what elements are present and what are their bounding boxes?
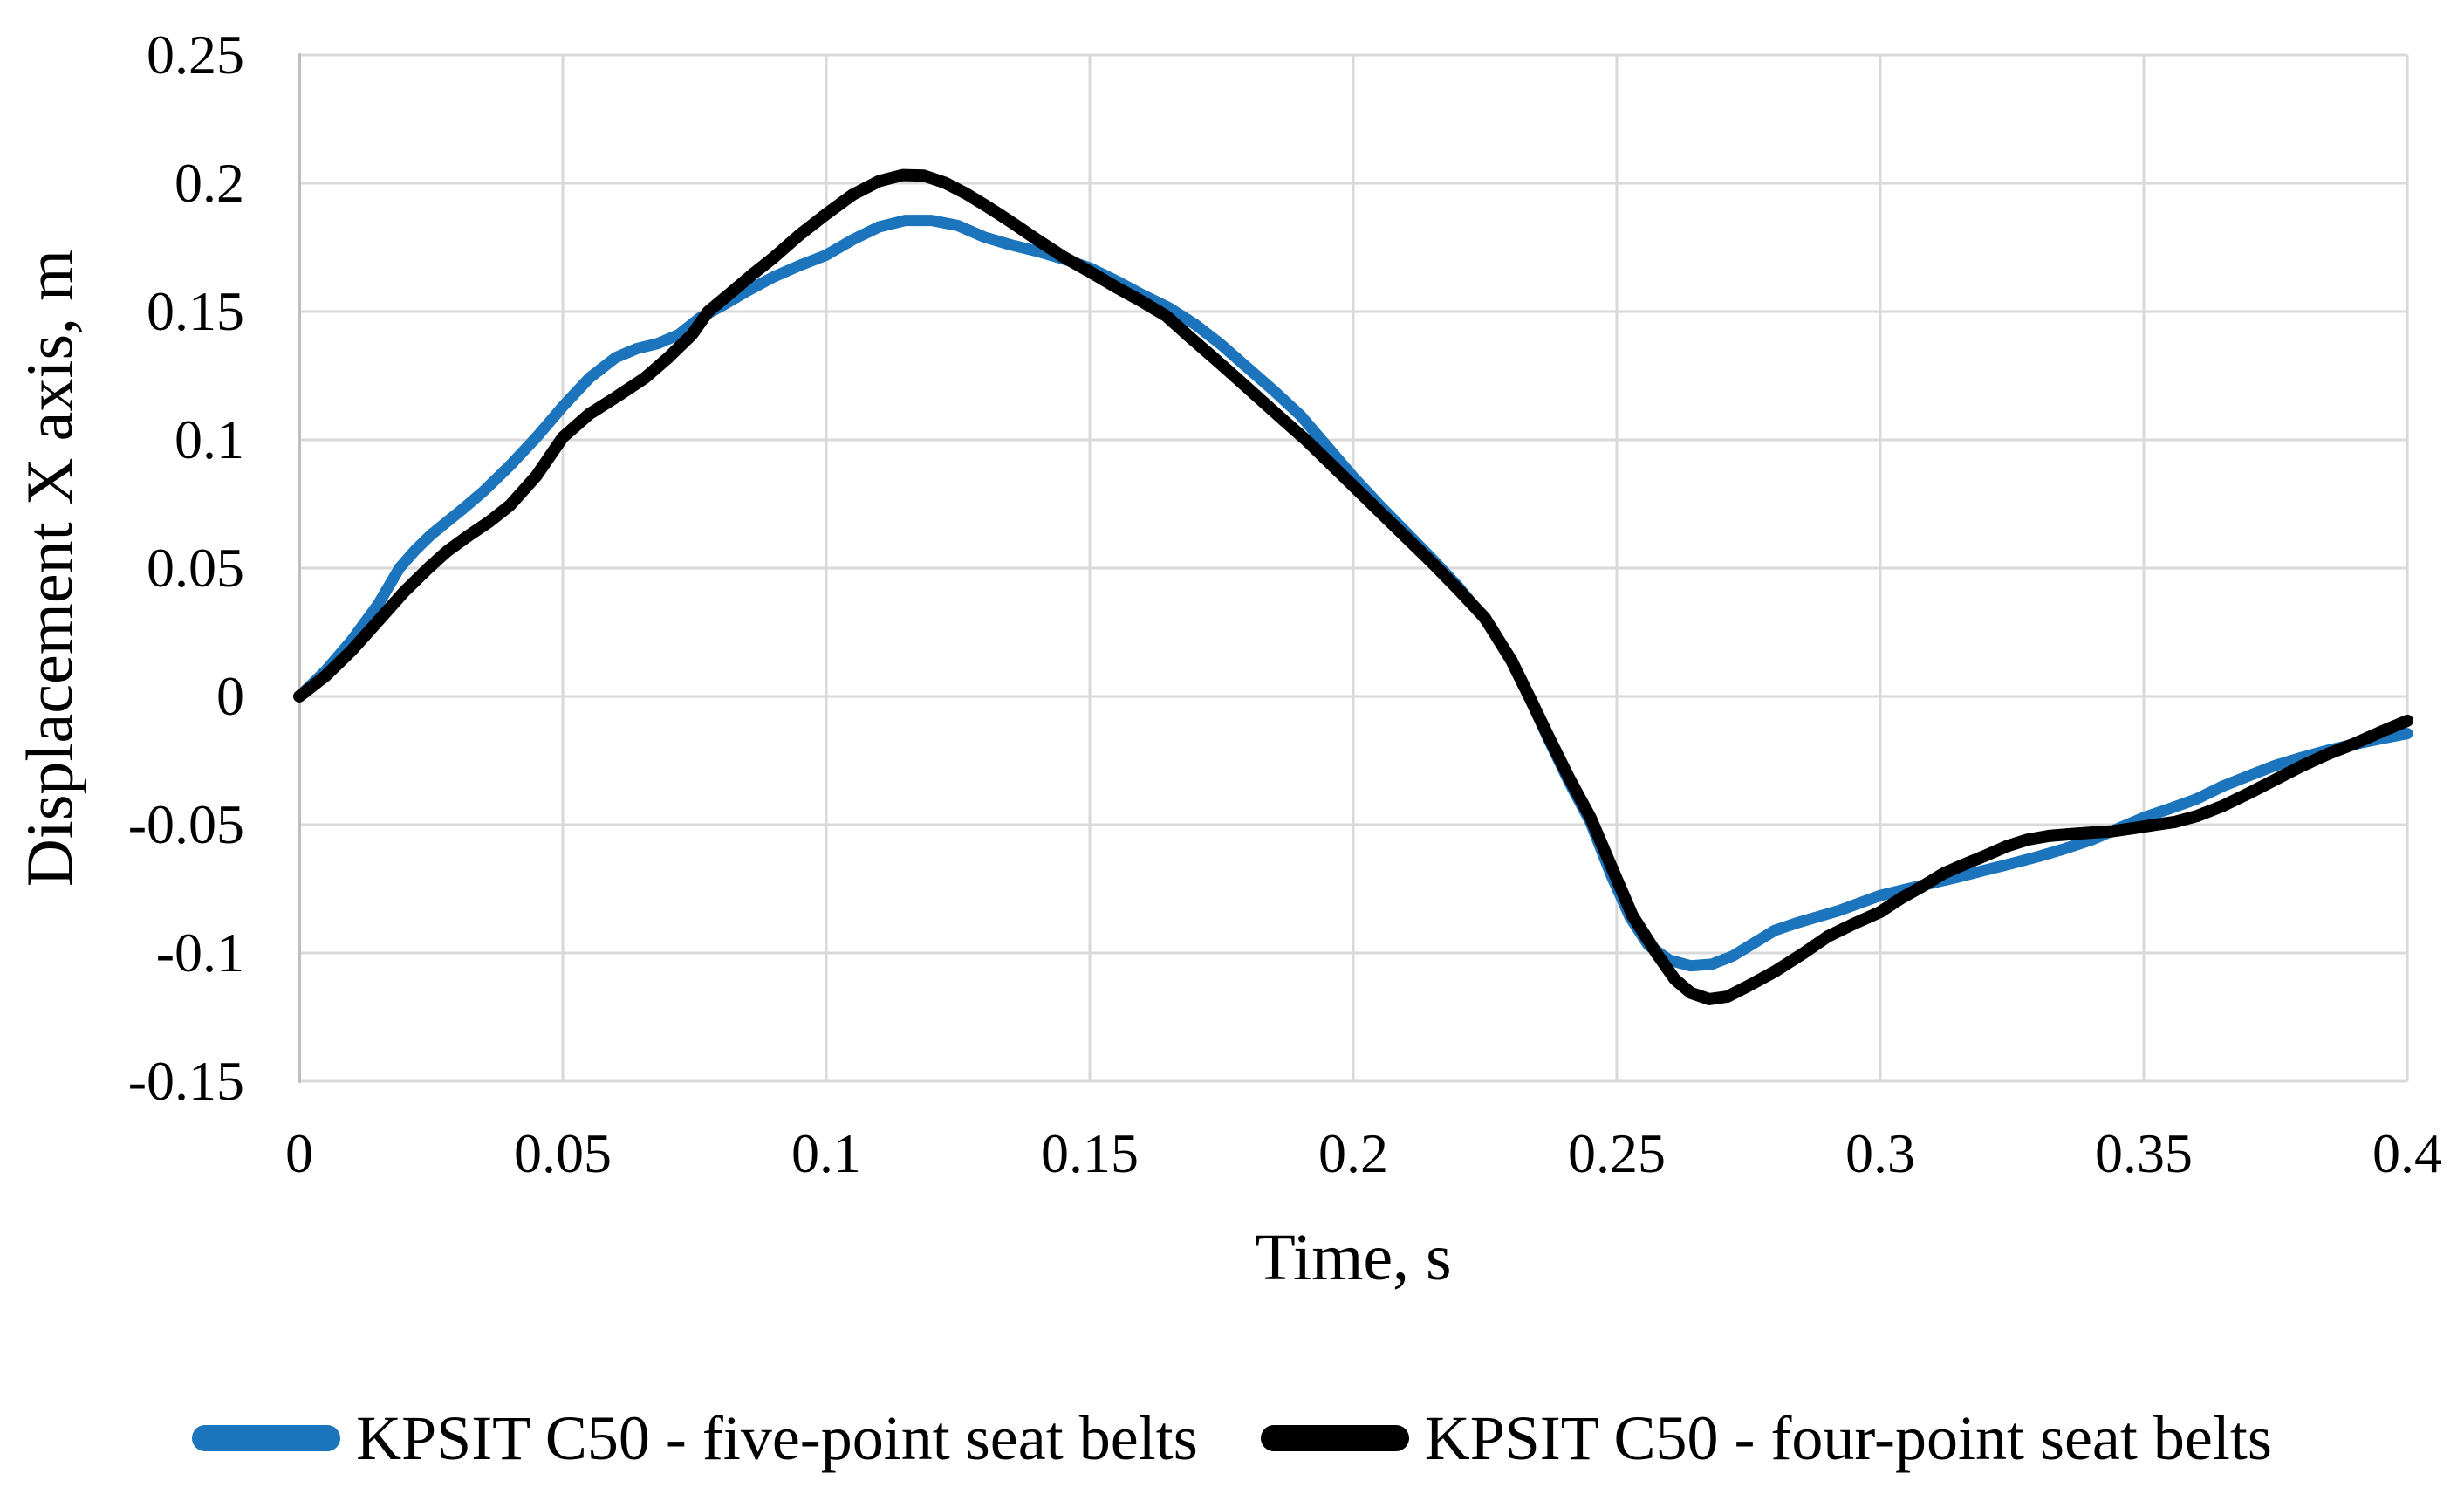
x-tick-label: 0.25 xyxy=(1568,1122,1666,1184)
x-tick-label: 0.4 xyxy=(2372,1122,2442,1184)
x-tick-label: 0.3 xyxy=(1845,1122,1915,1184)
x-tick-label: 0.1 xyxy=(791,1122,861,1184)
gridlines xyxy=(298,53,2409,1083)
x-tick-label: 0.2 xyxy=(1318,1122,1388,1184)
x-tick-label: 0.15 xyxy=(1041,1122,1139,1184)
x-tick-label: 0.35 xyxy=(2095,1122,2193,1184)
series-lines xyxy=(293,168,2413,1005)
y-tick-label: -0.1 xyxy=(155,922,244,984)
y-tick-label: 0.1 xyxy=(175,408,244,470)
y-tick-label: 0.05 xyxy=(147,537,244,599)
y-axis-title: Displacement X axis, m xyxy=(13,249,87,888)
legend-label-five-point: KPSIT C50 - five-point seat belts xyxy=(356,1403,1198,1473)
legend-label-four-point: KPSIT C50 - four-point seat belts xyxy=(1424,1403,2272,1473)
legend-item-four-point: KPSIT C50 - four-point seat belts xyxy=(1260,1395,2272,1482)
y-tick-label: -0.05 xyxy=(127,793,244,855)
y-tick-label: 0.25 xyxy=(147,24,244,86)
legend-swatch-five-point xyxy=(192,1425,341,1451)
y-tick-label: 0.15 xyxy=(147,280,244,342)
x-axis-title: Time, s xyxy=(1255,1221,1452,1294)
legend-swatch-four-point xyxy=(1260,1425,1409,1451)
legend: KPSIT C50 - five-point seat belts KPSIT C… xyxy=(0,1395,2464,1482)
y-tick-label: -0.15 xyxy=(127,1050,244,1112)
x-tick-label: 0.05 xyxy=(514,1122,612,1184)
series-line-four-point xyxy=(293,168,2413,1005)
y-tick-label: 0 xyxy=(216,665,244,727)
y-tick-label: 0.2 xyxy=(175,152,244,214)
x-tick-label: 0 xyxy=(285,1122,313,1184)
legend-item-five-point: KPSIT C50 - five-point seat belts xyxy=(192,1395,1198,1482)
